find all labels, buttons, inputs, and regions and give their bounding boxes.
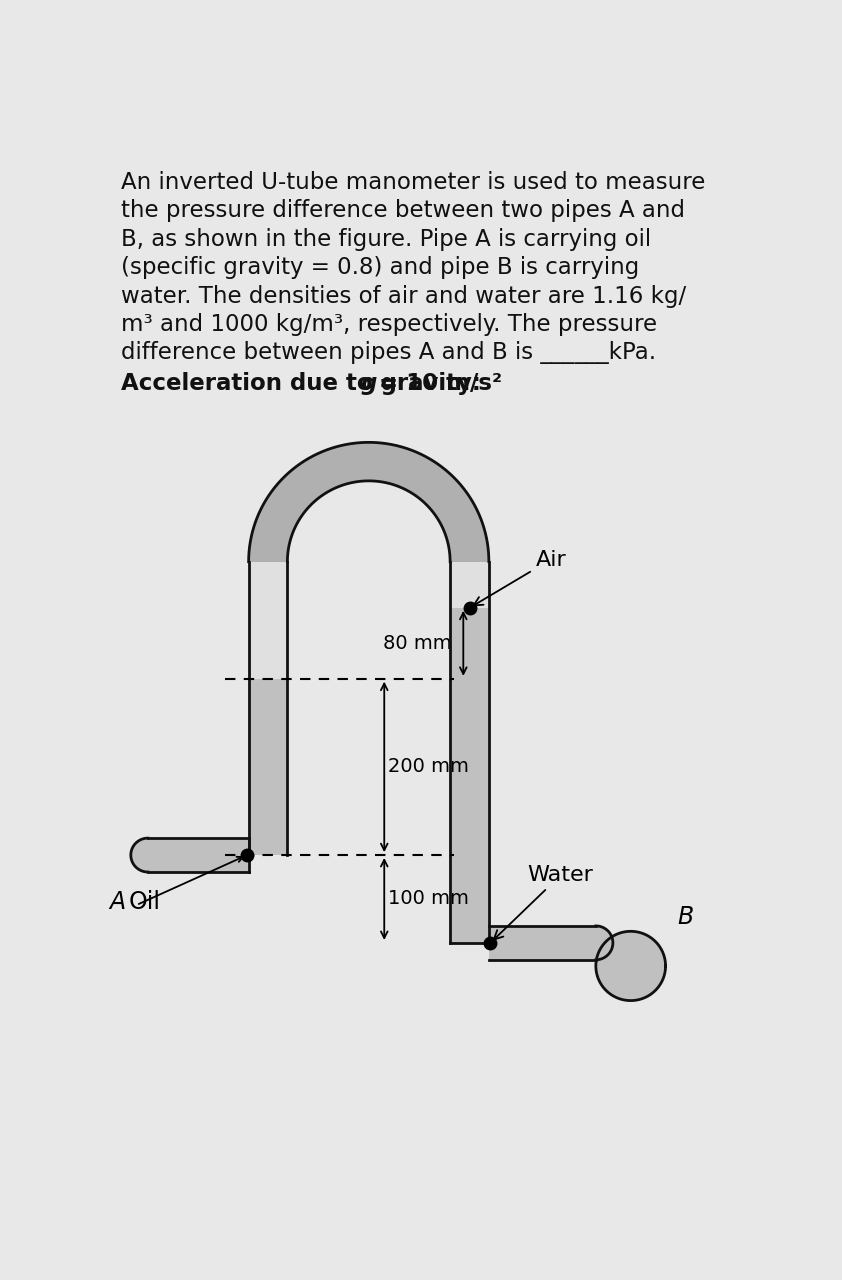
Text: difference between pipes A and B is ______kPa.: difference between pipes A and B is ____… xyxy=(120,342,656,365)
Bar xyxy=(489,925,596,960)
Bar xyxy=(248,562,287,678)
Bar xyxy=(450,608,489,943)
Text: B: B xyxy=(677,905,694,928)
Text: 200 mm: 200 mm xyxy=(388,758,469,777)
Text: An inverted U-tube manometer is used to measure: An inverted U-tube manometer is used to … xyxy=(120,170,705,193)
Text: 80 mm: 80 mm xyxy=(383,634,451,653)
Text: (specific gravity = 0.8) and pipe B is carrying: (specific gravity = 0.8) and pipe B is c… xyxy=(120,256,639,279)
Text: B, as shown in the figure. Pipe A is carrying oil: B, as shown in the figure. Pipe A is car… xyxy=(120,228,651,251)
Text: water. The densities of air and water are 1.16 kg/: water. The densities of air and water ar… xyxy=(120,284,686,307)
Polygon shape xyxy=(596,932,665,1001)
Text: g: g xyxy=(361,371,377,394)
Text: Oil: Oil xyxy=(129,890,161,914)
Polygon shape xyxy=(596,925,613,960)
Bar xyxy=(450,562,489,608)
Text: 100 mm: 100 mm xyxy=(388,890,469,909)
Bar xyxy=(148,838,248,872)
Text: Water: Water xyxy=(494,865,594,940)
Text: = 10 m/s²: = 10 m/s² xyxy=(371,371,502,394)
Polygon shape xyxy=(248,443,489,562)
Polygon shape xyxy=(287,481,450,570)
Text: m³ and 1000 kg/m³, respectively. The pressure: m³ and 1000 kg/m³, respectively. The pre… xyxy=(120,314,657,335)
Polygon shape xyxy=(131,838,148,872)
Bar xyxy=(248,678,287,855)
Text: Air: Air xyxy=(473,549,566,605)
Text: the pressure difference between two pipes A and: the pressure difference between two pipe… xyxy=(120,198,685,221)
Text: A: A xyxy=(109,890,125,914)
Text: Acceleration due to gravity:: Acceleration due to gravity: xyxy=(120,371,488,394)
